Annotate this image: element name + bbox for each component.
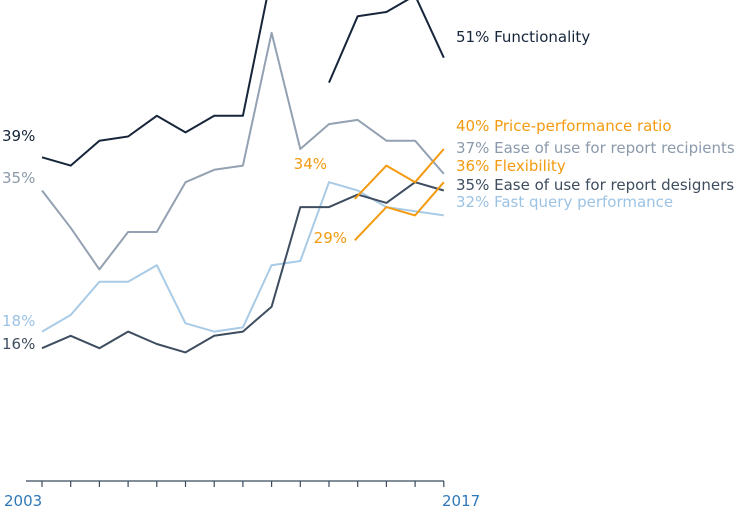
start-label-functionality: 39% [2,127,35,145]
series-line-ease_designers [41,181,445,354]
end-label-functionality: 51% Functionality [456,28,590,46]
end-label-price_performance: 40% Price-performance ratio [456,117,672,135]
end-label-ease_designers: 35% Ease of use for report designers [456,176,734,194]
end-label-flexibility: 36% Flexibility [456,157,566,175]
start-label-fast_query: 18% [2,312,35,330]
series-line-functionality-2 [328,0,445,83]
start-label-price_performance: 34% [294,155,327,173]
end-label-fast_query: 32% Fast query performance [456,193,673,211]
start-label-ease_designers: 16% [2,335,35,353]
series-line-price_performance [354,148,445,200]
series-lines [41,0,445,354]
start-label-flexibility: 29% [314,229,347,247]
x-tick-label-start: 2003 [4,492,42,510]
start-label-ease_recipients: 35% [2,169,35,187]
series-labels: 51% Functionality 39% 37% Ease of use for … [2,28,735,353]
x-axis-ticks [41,481,445,487]
series-line-ease_recipients [41,31,445,271]
series-line-functionality-1 [41,0,268,167]
series-line-flexibility [354,181,445,241]
series-line-fast_query [41,181,444,333]
end-label-ease_recipients: 37% Ease of use for report recipients [456,139,735,157]
x-tick-label-end: 2017 [442,492,480,510]
